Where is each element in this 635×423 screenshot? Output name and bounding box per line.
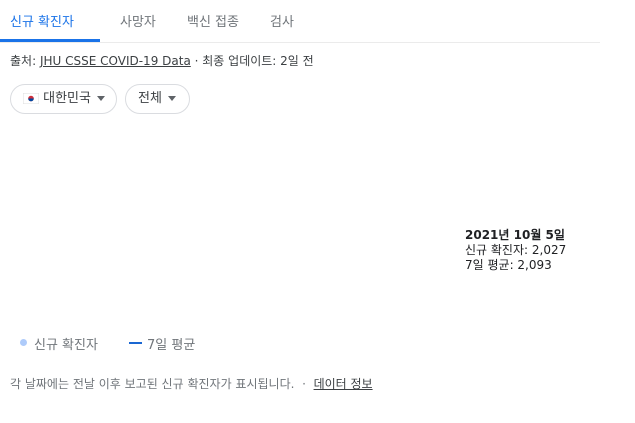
footer-text: 각 날짜에는 전날 이후 보고된 신규 확진자가 표시됩니다.	[10, 377, 295, 391]
legend-item: 신규 확진자	[20, 334, 98, 353]
tab[interactable]: 신규 확진자	[10, 15, 74, 30]
legend-label: 7일 평균	[147, 338, 196, 353]
tab[interactable]: 백신 접종	[187, 15, 239, 30]
tab[interactable]: 검사	[270, 15, 294, 30]
legend-swatch	[129, 342, 142, 344]
source-label: 출처:	[10, 54, 37, 68]
range-filter[interactable]: 전체	[125, 84, 190, 114]
footer-link[interactable]: 데이터 정보	[313, 377, 373, 391]
region-filter[interactable]: 01,0002,0003,0003월 13일6월 16일9월 19일12월 23…	[10, 84, 622, 294]
flag: 01,0002,0003,0003월 13일6월 16일9월 19일12월 23…	[22, 92, 622, 294]
tooltip-line: 신규 확진자: 2,027	[465, 243, 567, 257]
tooltip-date: 2021년 10월 5일	[465, 228, 565, 242]
filter-label: 대한민국	[43, 91, 91, 106]
separator: ·	[302, 377, 306, 391]
legend-item: 7일 평균	[129, 334, 196, 353]
source-link[interactable]: JHU CSSE COVID-19 Data	[39, 54, 191, 68]
filter-label: 전체	[138, 91, 162, 106]
legend-label: 신규 확진자	[34, 338, 98, 353]
tab[interactable]: 사망자	[120, 15, 156, 30]
divider	[0, 42, 600, 43]
tooltip: 2021년 10월 5일 신규 확진자: 2,027 7일 평균: 2,093	[465, 228, 567, 273]
updated: · 최종 업데이트: 2일 전	[194, 54, 314, 68]
footer: 각 날짜에는 전날 이후 보고된 신규 확진자가 표시됩니다. · 데이터 정보	[10, 375, 373, 392]
tab-indicator	[0, 39, 100, 42]
tooltip-line: 7일 평균: 2,093	[465, 258, 552, 272]
legend-swatch	[20, 339, 27, 346]
source: 출처: JHU CSSE COVID-19 Data · 최종 업데이트: 2일…	[10, 52, 314, 69]
